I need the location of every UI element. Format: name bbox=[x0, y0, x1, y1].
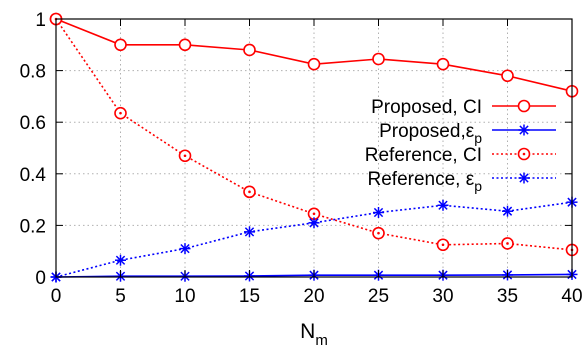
legend-entry: Proposed,εp bbox=[379, 121, 556, 146]
data-point bbox=[179, 243, 191, 255]
x-tick-label: 30 bbox=[432, 286, 453, 307]
legend-marker bbox=[518, 172, 530, 184]
x-axis-title: Nm bbox=[300, 320, 328, 349]
x-tick-label: 35 bbox=[497, 286, 518, 307]
y-tick-label: 0.2 bbox=[20, 216, 46, 237]
legend-entry: Reference, εp bbox=[368, 169, 556, 194]
legend-label: Proposed, CI bbox=[371, 97, 482, 118]
legend-label: Reference, εp bbox=[368, 169, 483, 194]
data-point bbox=[114, 106, 127, 120]
y-tick-label: 0 bbox=[35, 268, 46, 289]
y-tick-label: 0.4 bbox=[20, 165, 47, 186]
data-point bbox=[115, 254, 126, 266]
legend-marker bbox=[517, 99, 531, 113]
x-tick-label: 0 bbox=[51, 286, 62, 307]
x-tick-label: 15 bbox=[239, 286, 260, 307]
data-point bbox=[178, 38, 192, 52]
ticks: 0 5 10 15 20 25 30 35 40 0 0.2 0.4 0.6 0.8 1 bbox=[20, 10, 583, 307]
x-tick-label: 25 bbox=[368, 286, 389, 307]
x-tick-label: 5 bbox=[115, 286, 126, 307]
data-point bbox=[502, 205, 513, 217]
data-point bbox=[437, 199, 449, 211]
x-tick-label: 20 bbox=[303, 286, 324, 307]
y-tick-label: 0.6 bbox=[20, 113, 46, 134]
y-tick-label: 0.8 bbox=[20, 62, 46, 83]
data-point bbox=[372, 52, 385, 66]
data-point bbox=[373, 207, 384, 218]
legend-label: Reference, CI bbox=[365, 145, 482, 166]
data-point bbox=[307, 57, 321, 71]
series-2 bbox=[49, 12, 579, 257]
data-point bbox=[501, 69, 514, 83]
x-axis-title-main: N bbox=[300, 320, 315, 343]
x-axis-title-sub: m bbox=[315, 332, 328, 349]
legend-marker bbox=[517, 147, 531, 161]
legend-entry: Reference, CI bbox=[365, 145, 556, 166]
plot-frame bbox=[55, 18, 573, 278]
series-line bbox=[55, 201, 573, 278]
data-point bbox=[244, 226, 255, 238]
x-tick-label: 10 bbox=[174, 286, 195, 307]
data-point bbox=[372, 226, 385, 240]
legend-label: Proposed,εp bbox=[379, 121, 482, 146]
data-point bbox=[436, 238, 450, 252]
x-tick-label: 40 bbox=[561, 286, 582, 307]
data-point bbox=[501, 237, 514, 250]
data-point bbox=[178, 149, 192, 163]
grid bbox=[56, 19, 572, 277]
series-layer bbox=[49, 12, 579, 283]
legend-entry: Proposed, CI bbox=[371, 97, 556, 118]
data-point bbox=[308, 217, 320, 229]
data-point bbox=[114, 38, 127, 52]
legend-marker bbox=[518, 124, 530, 136]
y-tick-label: 1 bbox=[35, 10, 46, 31]
data-point bbox=[243, 43, 256, 57]
data-point bbox=[436, 57, 450, 71]
data-point bbox=[243, 185, 256, 199]
